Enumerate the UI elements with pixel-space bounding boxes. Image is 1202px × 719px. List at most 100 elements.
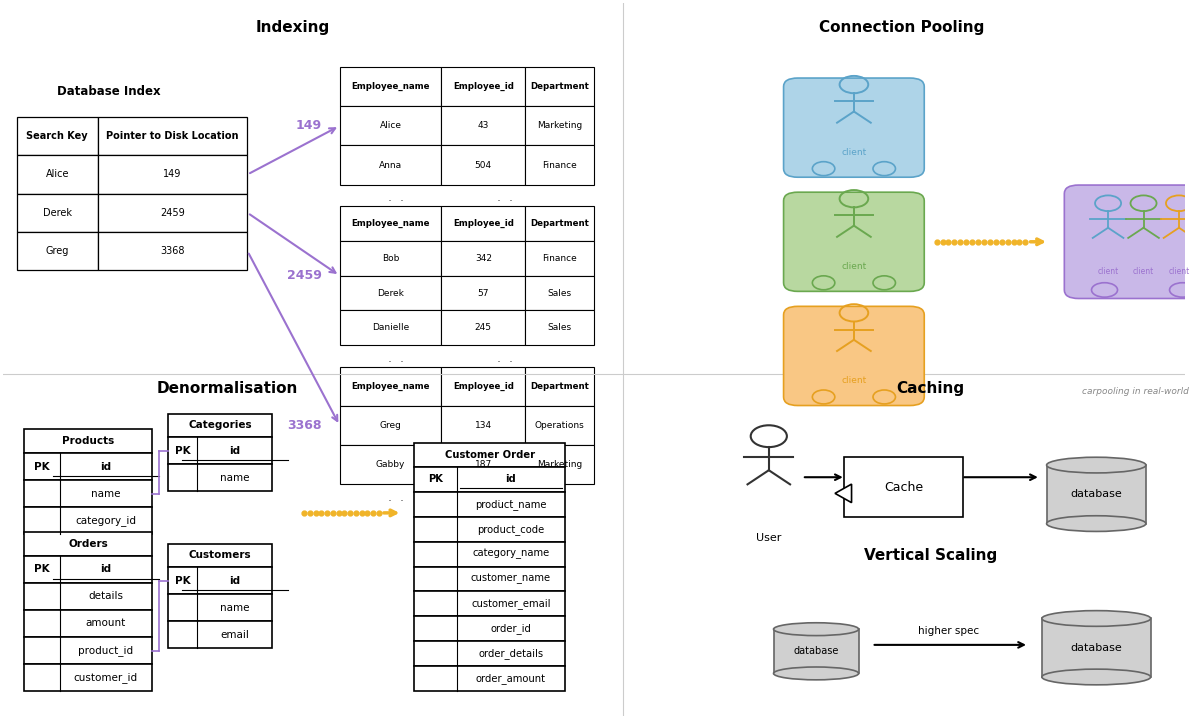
Text: client: client [1168, 267, 1190, 276]
Ellipse shape [1091, 283, 1118, 297]
Text: category_id: category_id [76, 516, 136, 526]
Text: 3368: 3368 [287, 419, 322, 432]
Text: Connection Pooling: Connection Pooling [819, 20, 984, 35]
Text: email: email [220, 630, 249, 640]
FancyBboxPatch shape [415, 492, 565, 517]
Text: client: client [841, 262, 867, 271]
FancyBboxPatch shape [24, 610, 151, 637]
Text: Cache: Cache [883, 481, 923, 494]
Text: Denormalisation: Denormalisation [156, 380, 298, 395]
Text: id: id [506, 475, 517, 484]
Text: Greg: Greg [46, 246, 69, 256]
FancyBboxPatch shape [24, 532, 151, 556]
FancyBboxPatch shape [784, 192, 924, 291]
FancyBboxPatch shape [415, 667, 565, 691]
FancyBboxPatch shape [168, 567, 273, 594]
Text: .  .: . . [387, 191, 404, 204]
FancyBboxPatch shape [415, 592, 565, 616]
FancyBboxPatch shape [97, 117, 248, 155]
Text: Derek: Derek [43, 208, 72, 218]
Text: Customers: Customers [189, 550, 251, 560]
FancyBboxPatch shape [441, 406, 525, 445]
FancyBboxPatch shape [168, 621, 273, 649]
FancyBboxPatch shape [441, 145, 525, 185]
Text: Indexing: Indexing [255, 20, 329, 35]
FancyBboxPatch shape [415, 541, 565, 567]
FancyBboxPatch shape [340, 106, 441, 145]
Text: .  .: . . [496, 191, 513, 204]
FancyBboxPatch shape [784, 306, 924, 406]
Text: Danielle: Danielle [371, 324, 409, 332]
Text: Employee_name: Employee_name [351, 219, 430, 228]
Text: Alice: Alice [380, 122, 401, 130]
Text: PK: PK [175, 446, 191, 456]
Text: order_details: order_details [478, 649, 543, 659]
Text: Employee_id: Employee_id [453, 219, 513, 228]
FancyBboxPatch shape [441, 445, 525, 485]
Text: Employee_id: Employee_id [453, 82, 513, 91]
Text: Pointer to Disk Location: Pointer to Disk Location [106, 131, 239, 141]
Text: Department: Department [530, 219, 589, 228]
Ellipse shape [813, 390, 835, 404]
FancyBboxPatch shape [1064, 185, 1202, 298]
Text: id: id [100, 462, 112, 472]
Text: database: database [793, 646, 839, 656]
Ellipse shape [1170, 283, 1196, 297]
FancyBboxPatch shape [441, 367, 525, 406]
FancyBboxPatch shape [168, 413, 273, 437]
FancyBboxPatch shape [168, 544, 273, 567]
FancyBboxPatch shape [24, 637, 151, 664]
Text: carpooling in real-world: carpooling in real-world [1082, 387, 1189, 396]
Text: PK: PK [428, 475, 442, 484]
Text: Sales: Sales [547, 324, 572, 332]
FancyBboxPatch shape [845, 457, 963, 517]
FancyBboxPatch shape [525, 241, 594, 275]
Text: client: client [1133, 267, 1154, 276]
Ellipse shape [774, 623, 858, 636]
Text: Database Index: Database Index [58, 86, 161, 99]
Text: Categories: Categories [189, 421, 252, 431]
Text: amount: amount [85, 618, 126, 628]
Text: product_id: product_id [78, 645, 133, 656]
Text: Department: Department [530, 82, 589, 91]
Text: .  .: . . [387, 490, 404, 504]
FancyBboxPatch shape [525, 406, 594, 445]
FancyBboxPatch shape [24, 480, 151, 507]
Text: Gabby: Gabby [376, 460, 405, 470]
Ellipse shape [1047, 457, 1146, 473]
FancyBboxPatch shape [441, 206, 525, 241]
FancyBboxPatch shape [168, 464, 273, 492]
FancyBboxPatch shape [525, 106, 594, 145]
Text: id: id [100, 564, 112, 574]
Ellipse shape [813, 162, 835, 175]
Text: 342: 342 [475, 254, 492, 262]
FancyBboxPatch shape [525, 367, 594, 406]
Ellipse shape [1047, 516, 1146, 531]
Text: id: id [230, 576, 240, 586]
FancyBboxPatch shape [17, 232, 97, 270]
Ellipse shape [813, 276, 835, 290]
Text: 57: 57 [477, 288, 489, 298]
Text: Employee_name: Employee_name [351, 382, 430, 391]
Text: Finance: Finance [542, 160, 577, 170]
FancyBboxPatch shape [97, 155, 248, 193]
FancyBboxPatch shape [415, 443, 565, 467]
Text: Alice: Alice [46, 170, 69, 180]
Text: category_name: category_name [472, 549, 549, 559]
Ellipse shape [1042, 669, 1150, 684]
Text: Marketing: Marketing [537, 122, 582, 130]
FancyBboxPatch shape [525, 206, 594, 241]
Text: 134: 134 [475, 421, 492, 430]
FancyBboxPatch shape [24, 583, 151, 610]
Text: customer_id: customer_id [73, 672, 138, 683]
Text: User: User [756, 533, 781, 543]
Text: name: name [220, 473, 250, 483]
FancyBboxPatch shape [415, 517, 565, 541]
FancyBboxPatch shape [415, 567, 565, 592]
Text: Marketing: Marketing [537, 460, 582, 470]
Ellipse shape [873, 162, 895, 175]
Text: customer_email: customer_email [471, 598, 551, 610]
Text: name: name [91, 489, 120, 499]
Text: Finance: Finance [542, 254, 577, 262]
FancyBboxPatch shape [340, 145, 441, 185]
